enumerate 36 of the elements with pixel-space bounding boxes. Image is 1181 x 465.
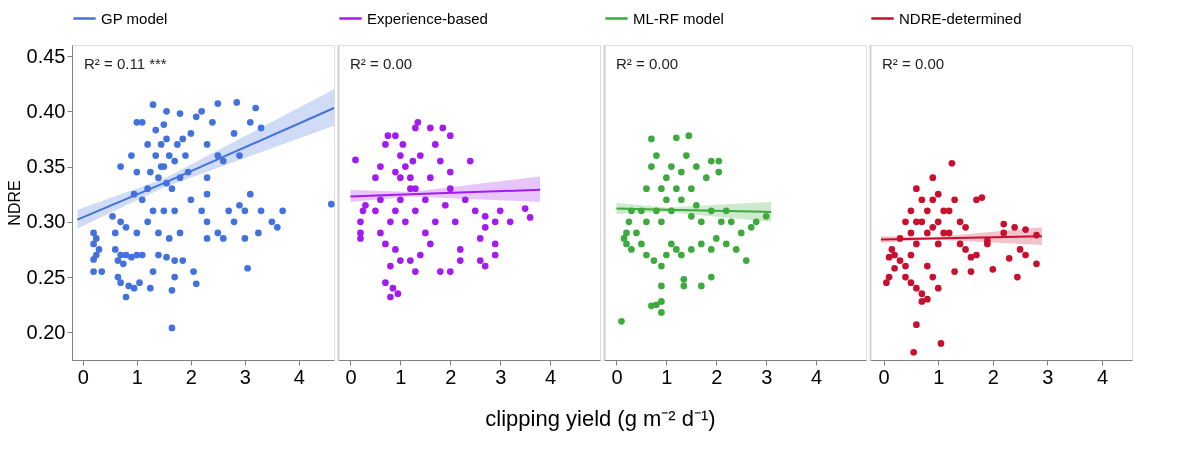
x-tick-label: 1 [933,365,945,388]
legend-label: Experience-based [367,9,488,27]
x-tick-label: 0 [77,365,89,388]
x-tick-label: 3 [495,365,507,388]
annotation: R² = 0.00 [882,55,945,72]
y-axis-title: NDRE [5,180,23,226]
y-tick-label: 0.30 [26,210,66,233]
legend-label: ML-RF model [633,9,724,27]
annotation: R² = 0.00 [350,55,413,72]
annotation: R² = 0.11 *** [84,55,167,72]
y-tick-label: 0.25 [26,265,66,288]
x-tick-label: 2 [711,365,723,388]
x-tick-label: 2 [987,365,999,388]
x-tick-label: 0 [345,365,357,388]
x-tick-label: 1 [131,365,143,388]
x-tick-label: 4 [545,365,557,388]
x-tick-label: 2 [445,365,457,388]
y-tick-label: 0.20 [26,320,66,343]
annotation: R² = 0.00 [616,55,679,72]
x-tick-label: 4 [811,365,823,388]
x-tick-label: 2 [185,365,197,388]
x-tick-label: 0 [611,365,623,388]
x-tick-label: 3 [1042,365,1054,388]
x-tick-label: 0 [878,365,890,388]
x-tick-label: 4 [1096,365,1109,388]
x-axis-title: clipping yield (g m⁻² d⁻¹) [485,405,716,431]
legend-label: NDRE-determined [899,9,1022,27]
y-tick-label: 0.35 [26,155,66,178]
x-tick-label: 1 [395,365,407,388]
x-tick-label: 3 [761,365,773,388]
x-tick-label: 3 [239,365,251,388]
y-tick-label: 0.40 [26,99,66,122]
x-tick-label: 1 [661,365,673,388]
legend-label: GP model [101,9,168,27]
x-tick-label: 4 [293,365,305,388]
y-tick-label: 0.45 [26,44,66,67]
